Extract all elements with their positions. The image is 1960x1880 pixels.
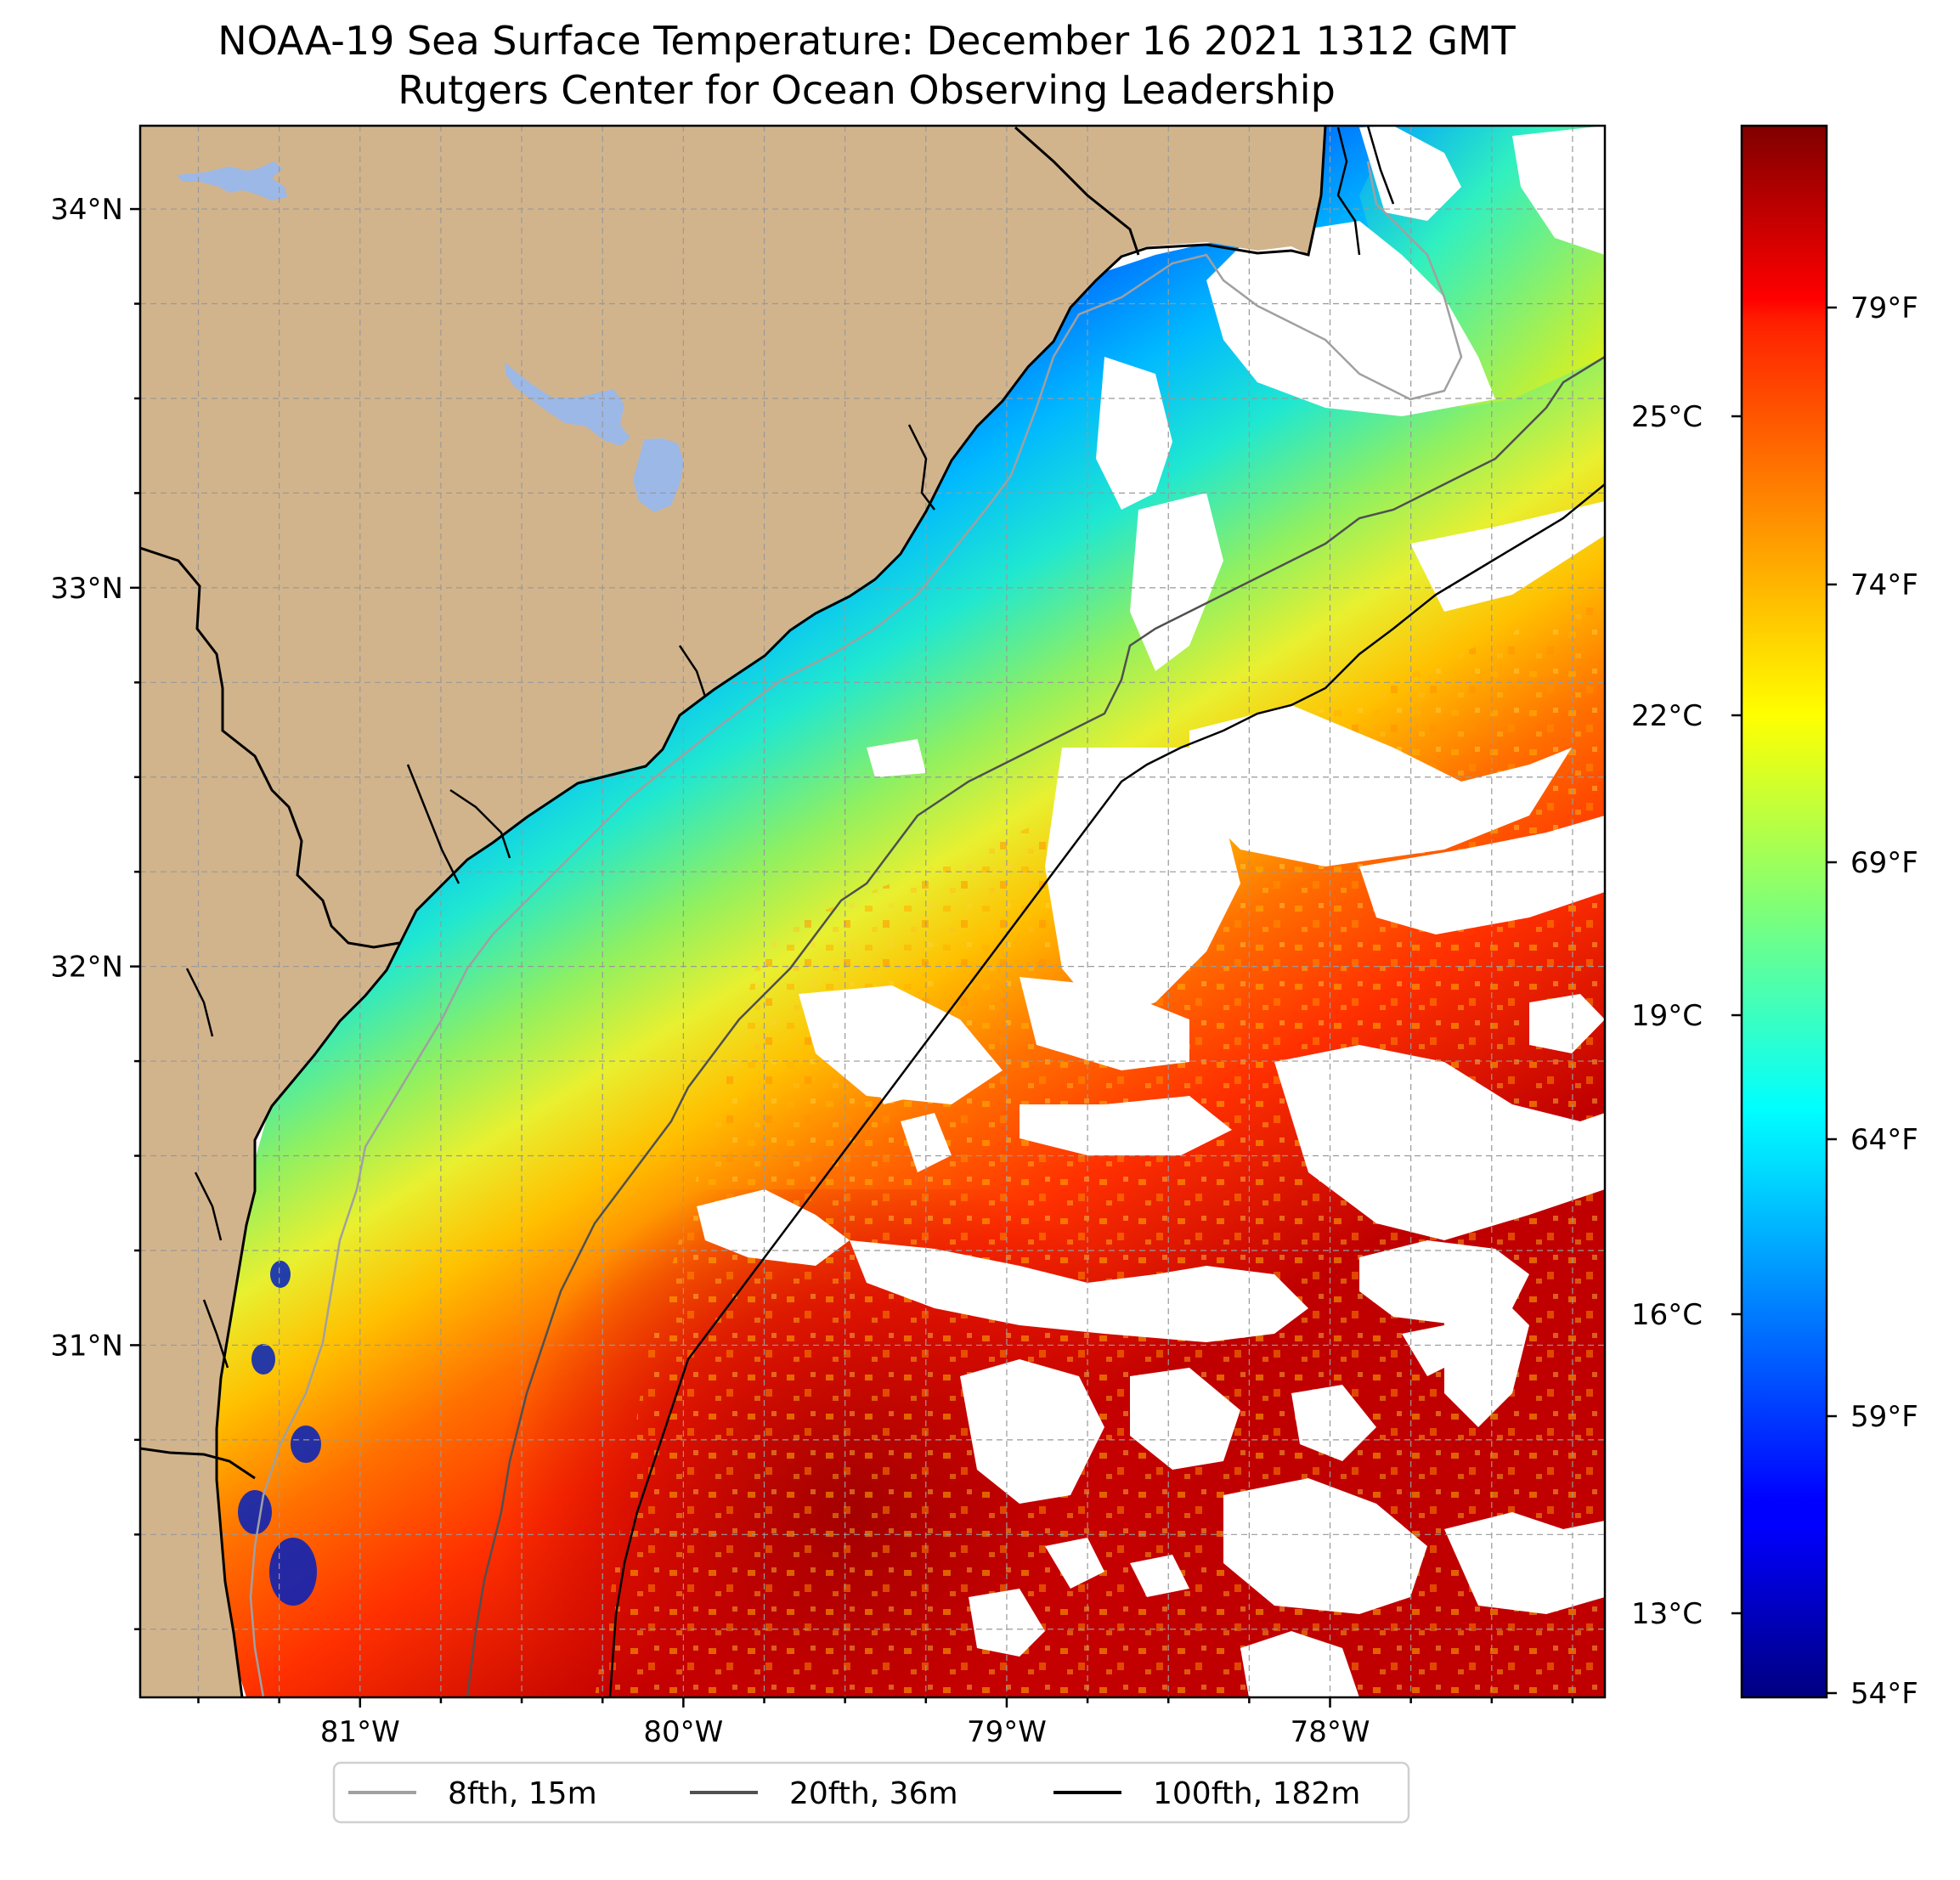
fahrenheit-tick-label: 69°F <box>1850 846 1918 880</box>
isobath-20fth <box>466 355 1605 1697</box>
legend: 8fth, 15m 20fth, 36m 100fth, 182m <box>332 1761 1410 1824</box>
legend-label-20fth: 20fth, 36m <box>789 1776 958 1811</box>
colorbar <box>1740 124 1828 1699</box>
fahrenheit-tick-label: 79°F <box>1850 291 1918 325</box>
lon-tick-label: 79°W <box>967 1715 1047 1749</box>
celsius-tick-label: 19°C <box>1631 999 1703 1033</box>
celsius-tick-label: 16°C <box>1631 1298 1703 1332</box>
nc-sc-border <box>1014 126 1140 256</box>
estuaries <box>185 126 1395 1369</box>
sc-ga-border <box>140 546 400 949</box>
graticule <box>140 126 1605 1697</box>
lakes <box>177 161 684 512</box>
isobath-100fth <box>608 483 1605 1697</box>
coastline <box>215 126 1327 1697</box>
fahrenheit-tick-label: 74°F <box>1850 568 1918 602</box>
lon-tick-label: 80°W <box>643 1715 723 1749</box>
state-boundaries <box>140 126 1140 1480</box>
fahrenheit-tick-label: 59°F <box>1850 1400 1918 1434</box>
celsius-tick-label: 25°C <box>1631 400 1703 434</box>
lat-tick-label: 31°N <box>50 1329 123 1363</box>
fahrenheit-tick-label: 64°F <box>1850 1123 1918 1157</box>
map-panel <box>140 126 1605 1697</box>
ga-fl-border <box>140 1447 256 1480</box>
legend-label-8fth: 8fth, 15m <box>448 1776 597 1811</box>
chart-subtitle: Rutgers Center for Ocean Observing Leade… <box>398 67 1336 113</box>
map-frame <box>138 124 1607 1699</box>
lon-tick-label: 78°W <box>1291 1715 1370 1749</box>
lon-tick-label: 81°W <box>320 1715 400 1749</box>
isobath-8fth <box>249 161 1463 1697</box>
lat-tick-label: 34°N <box>50 193 123 227</box>
celsius-tick-label: 13°C <box>1631 1597 1703 1631</box>
lat-tick-label: 33°N <box>50 572 123 606</box>
legend-label-100fth: 100fth, 182m <box>1153 1776 1360 1811</box>
cloud-mask <box>697 126 1605 1697</box>
land <box>140 126 1325 1697</box>
colorbar-ticks: 25°C 22°C 19°C 16°C 13°C 79°F 74°F 69°F 64°F 59°F… <box>1631 291 1918 1711</box>
tick-labels: 34°N 33°N 32°N 31°N 81°W 80°W 79°W 78°W <box>50 193 1370 1749</box>
fahrenheit-tick-label: 54°F <box>1850 1677 1918 1711</box>
lat-tick-label: 32°N <box>50 951 123 985</box>
axis-ticks <box>130 207 1574 1708</box>
chart-title: NOAA-19 Sea Surface Temperature: Decembe… <box>217 18 1516 64</box>
celsius-tick-label: 22°C <box>1631 699 1703 733</box>
legend-box <box>332 1761 1410 1824</box>
